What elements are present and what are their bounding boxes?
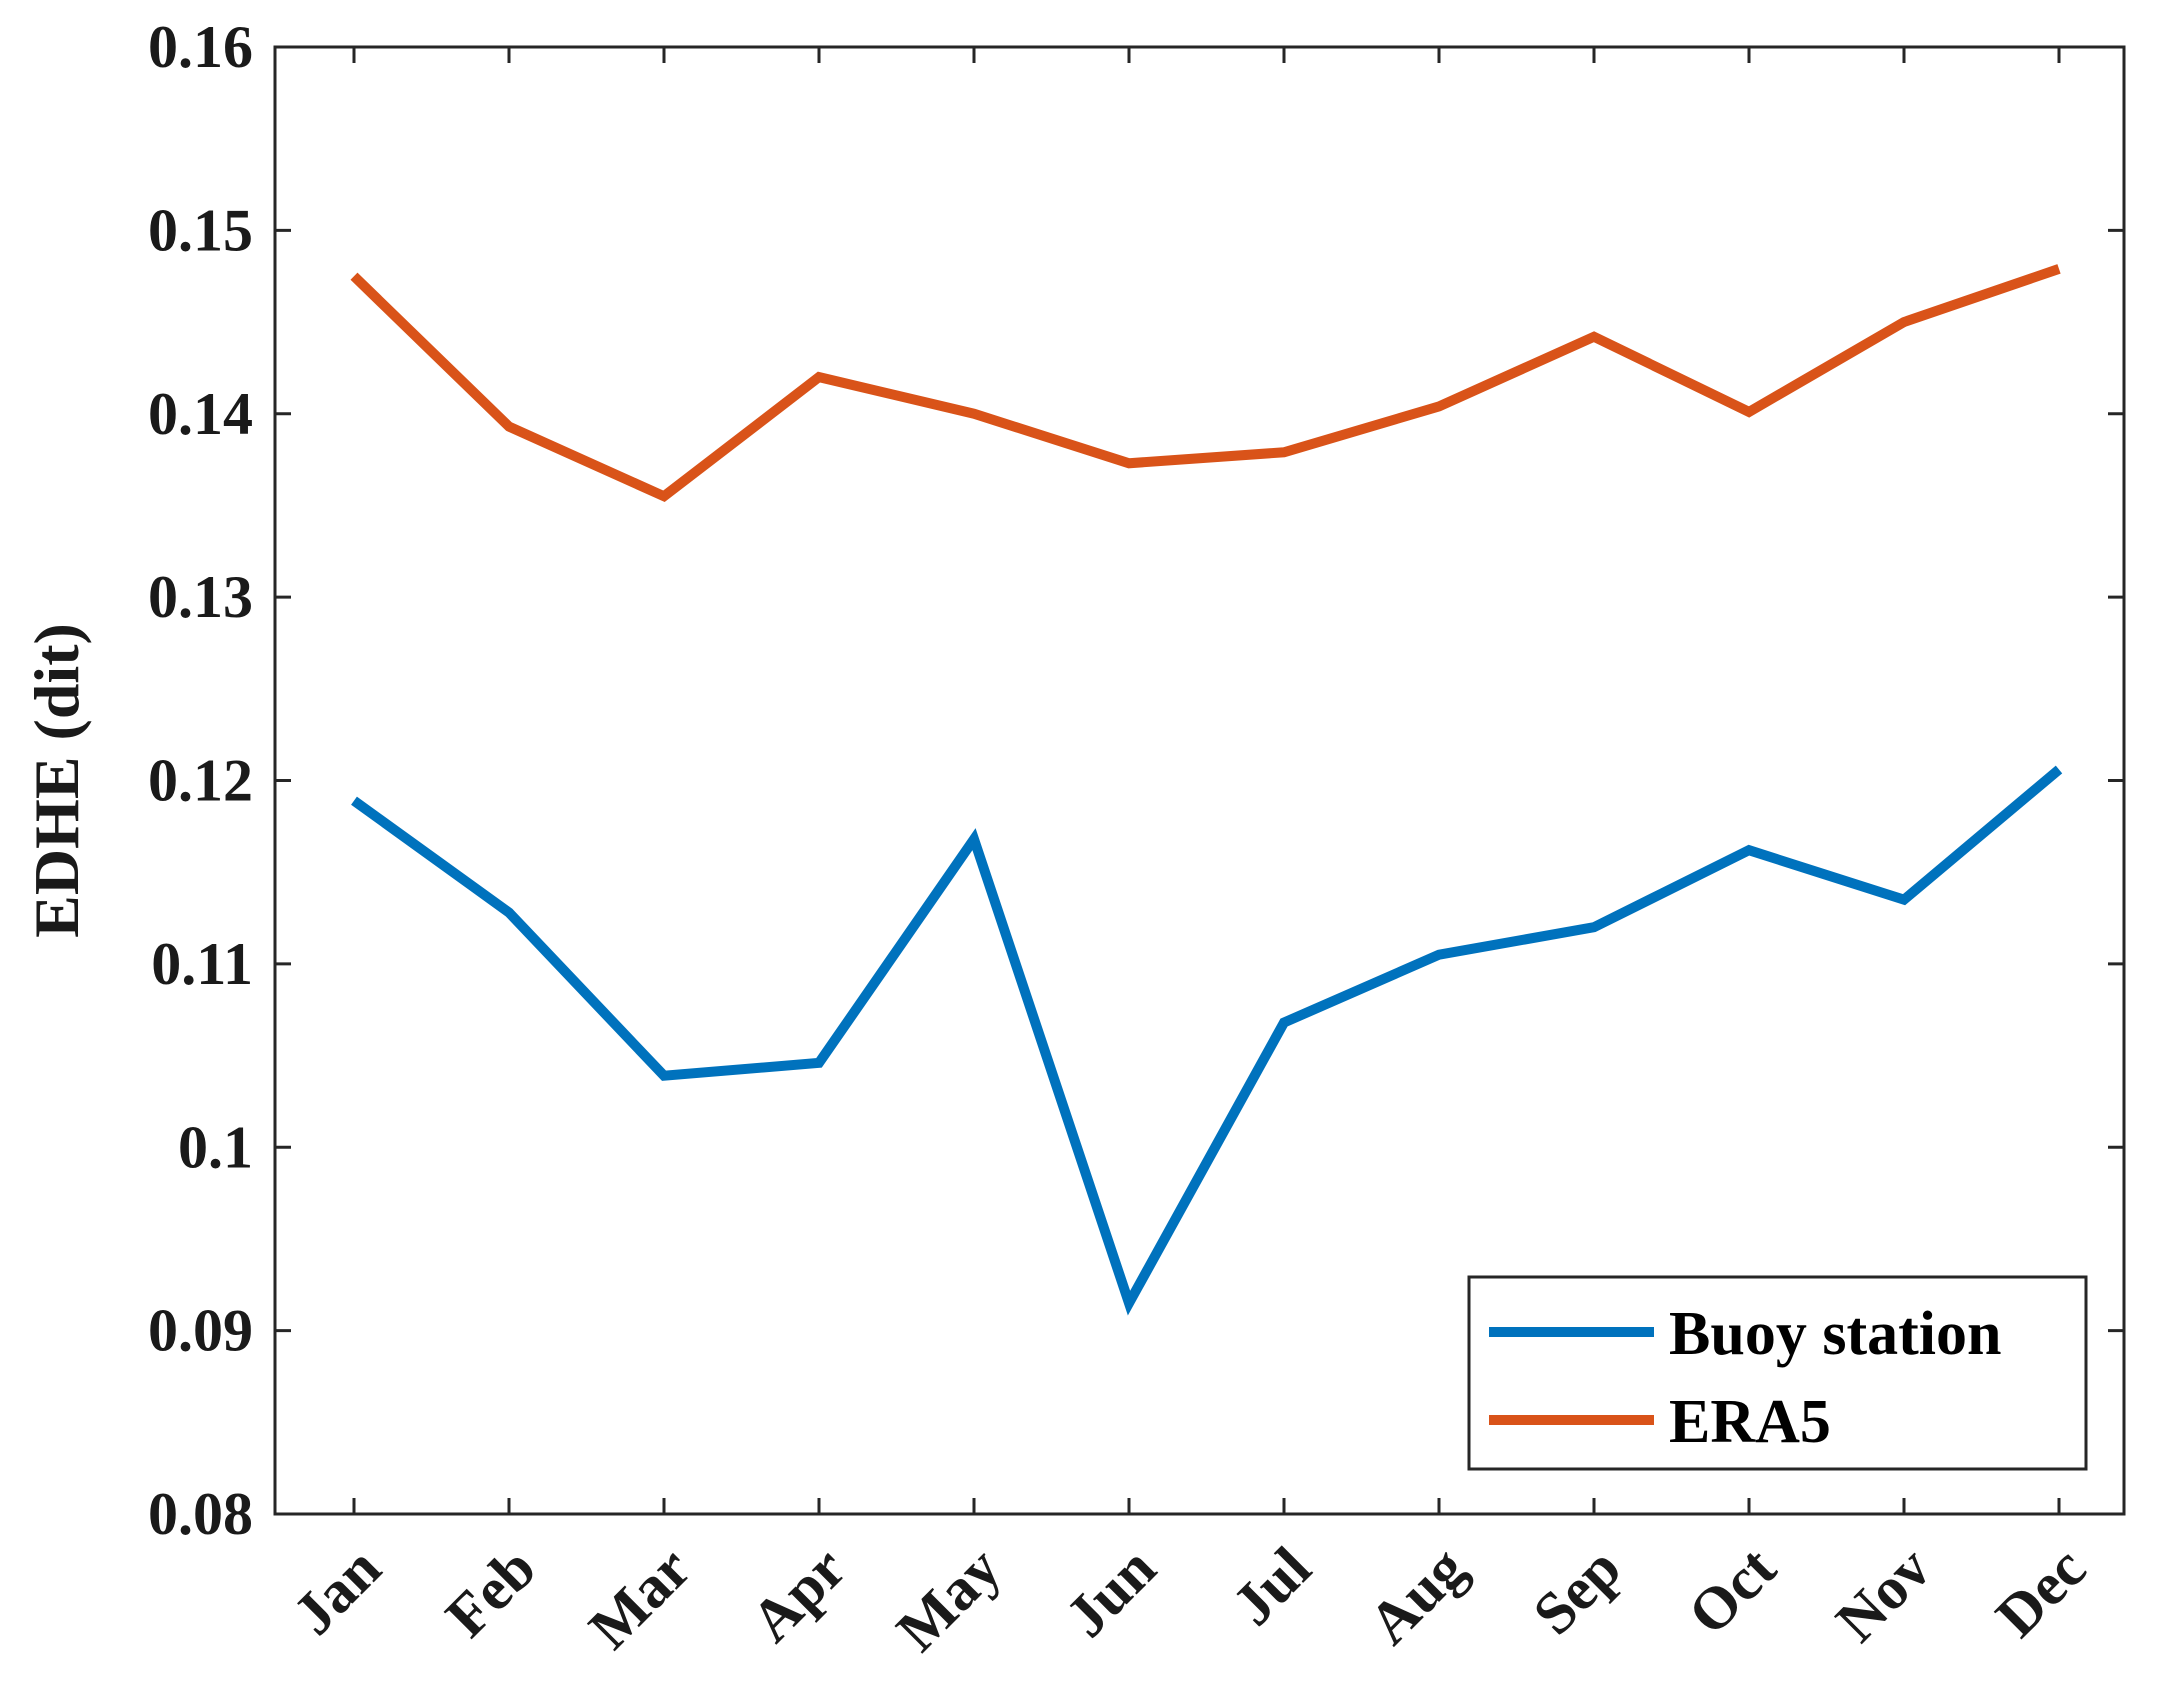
series-0-point xyxy=(508,912,510,914)
series-0-point xyxy=(353,800,355,802)
x-tick-label: Nov xyxy=(1823,1535,1943,1655)
series-1-point xyxy=(2058,268,2060,270)
x-tick-label: Jan xyxy=(280,1535,393,1648)
legend-box xyxy=(1467,1275,2088,1471)
series-1-point xyxy=(973,413,975,415)
x-tick-label: Jul xyxy=(1220,1535,1323,1638)
series-0-point xyxy=(1593,926,1595,928)
series-1-point xyxy=(1128,462,1130,464)
x-tick-label: May xyxy=(884,1535,1013,1664)
series-1-point xyxy=(508,426,510,428)
x-axis-tick-labels: Jan Feb Mar Apr May Jun Jul Aug Sep Oct Nov Dec xyxy=(280,1535,2098,1664)
series-0-point xyxy=(1128,1302,1130,1304)
y-tick-label: 0.14 xyxy=(148,381,253,447)
y-tick-label: 0.12 xyxy=(148,748,253,814)
series-1-point xyxy=(818,376,820,378)
series-1-point xyxy=(353,275,355,277)
series-1-point xyxy=(1748,411,1750,413)
x-tick-label: Jun xyxy=(1053,1535,1168,1650)
x-tick-label: Sep xyxy=(1520,1535,1633,1648)
y-tick-label: 0.11 xyxy=(151,931,253,997)
series-line-1 xyxy=(350,264,2061,503)
series-0-point xyxy=(818,1062,820,1064)
x-tick-label: Mar xyxy=(576,1535,703,1662)
x-tick-label: Aug xyxy=(1356,1535,1478,1657)
y-tick-label: 0.15 xyxy=(148,197,253,263)
series-1-point xyxy=(1283,451,1285,453)
y-tick-label: 0.13 xyxy=(148,564,253,630)
x-tick-label: Feb xyxy=(433,1535,548,1650)
legend-label-1: ERA5 xyxy=(1669,1388,1831,1456)
series-0-point xyxy=(1438,954,1440,956)
series-0-point xyxy=(2058,768,2060,770)
y-tick-label: 0.09 xyxy=(148,1298,253,1364)
legend: Buoy station ERA5 xyxy=(1467,1275,2088,1471)
series-1-point xyxy=(663,495,665,497)
series-0-point xyxy=(1903,899,1905,901)
y-tick-label: 0.1 xyxy=(178,1114,253,1180)
series-1-point xyxy=(1593,336,1595,338)
legend-label-0: Buoy station xyxy=(1669,1300,2001,1368)
series-0-point xyxy=(1283,1022,1285,1024)
axis-ticks xyxy=(275,45,2124,1516)
series-line-0 xyxy=(351,765,2063,1316)
y-tick-label: 0.16 xyxy=(148,14,253,80)
series-1-point xyxy=(1903,321,1905,323)
y-axis-tick-labels: 0.08 0.09 0.1 0.11 0.12 0.13 0.14 0.15 0.16 xyxy=(148,14,253,1547)
y-tick-label: 0.08 xyxy=(148,1481,253,1547)
series-0-point xyxy=(663,1075,665,1077)
series-0-point xyxy=(1748,849,1750,851)
y-axis-title: EDHE (dit) xyxy=(21,623,92,938)
x-tick-label: Apr xyxy=(738,1535,858,1655)
series-1-point xyxy=(1438,405,1440,407)
series-0-point xyxy=(973,838,975,840)
plot-area xyxy=(350,264,2063,1316)
x-tick-label: Dec xyxy=(1983,1535,2098,1650)
x-tick-label: Oct xyxy=(1676,1535,1789,1648)
